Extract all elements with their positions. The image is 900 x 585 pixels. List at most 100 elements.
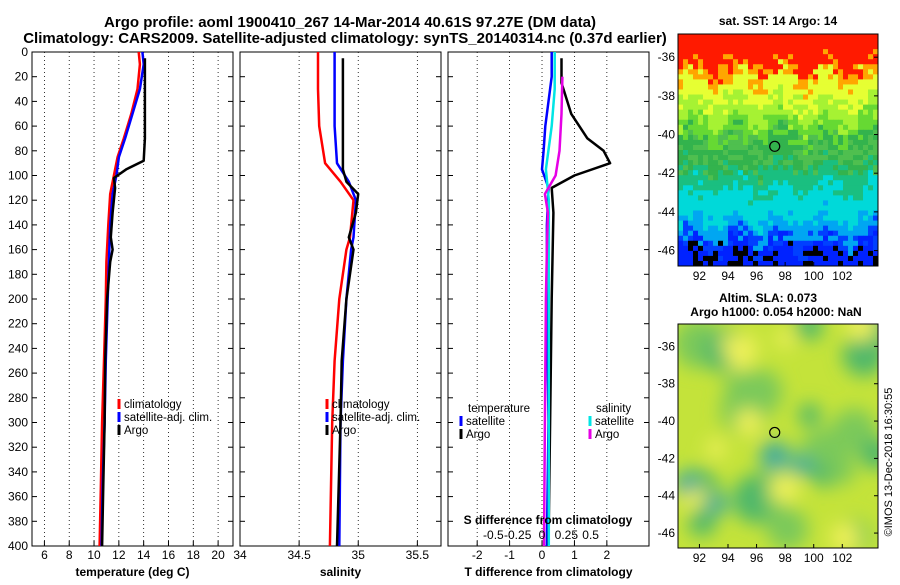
sst-cell [768,205,774,211]
sst-cell [798,54,804,60]
sst-cell [683,89,689,95]
sst-cell [783,215,789,222]
sst-cell [778,170,784,176]
sst-cell [828,39,834,45]
sst-cell [838,94,844,100]
sst-cell [678,240,684,247]
sst-cell [788,220,794,227]
sst-cell [678,200,684,206]
sst-cell [793,54,799,60]
sst-cell [818,210,824,216]
sst-cell [798,160,804,166]
sst-cell [848,144,854,151]
sst-cell [733,144,739,151]
sst-cell [718,69,724,75]
sst-cell [823,34,829,40]
sst-cell [818,175,824,181]
sst-cell [683,74,689,80]
sst-cell [678,89,684,95]
y-tick-label: 240 [8,341,28,355]
sst-cell [828,255,834,262]
sst-cell [763,144,769,151]
sst-cell [848,190,854,196]
sst-cell [688,205,694,211]
sst-cell [868,180,874,186]
y-tick-label: 280 [8,391,28,405]
sst-cell [783,170,789,176]
sst-cell [763,250,769,257]
sst-cell [763,210,769,216]
sst-cell [828,205,834,211]
sst-cell [713,84,719,90]
sst-cell [798,235,804,242]
sst-cell [823,220,829,227]
sst-cell [768,49,774,55]
sst-cell [748,59,754,65]
sst-cell [748,215,754,222]
sst-cell [873,200,878,206]
sst-cell [808,240,814,247]
sst-cell [858,250,864,257]
sst-cell [823,165,829,171]
sst-cell [828,215,834,222]
sst-cell [858,170,864,176]
sst-cell [748,74,754,80]
sst-cell [718,245,724,252]
sst-cell [813,74,819,80]
sst-cell [838,165,844,171]
sst-cell [753,109,759,116]
sst-cell [678,245,684,252]
sst-cell [773,160,779,166]
sst-cell [743,245,749,252]
sst-cell [793,74,799,80]
sst-cell [788,119,794,126]
sst-cell [698,190,704,196]
sst-cell [803,99,809,106]
sst-cell [753,144,759,151]
sst-cell [678,220,684,227]
sst-cell [813,175,819,181]
sla-map-subtitle: Argo h1000: 0.054 h2000: NaN [690,305,861,319]
sst-cell [738,109,744,116]
sst-cell [738,170,744,176]
sst-cell [713,195,719,201]
sst-cell [848,180,854,186]
sst-cell [718,44,724,50]
sst-cell [753,220,759,227]
y-tick-label: 300 [8,416,28,430]
sst-cell [868,195,874,201]
sst-cell [848,69,854,75]
sst-cell [743,89,749,95]
figure-title-line2: Climatology: CARS2009. Satellite-adjuste… [23,30,667,47]
sst-cell [763,89,769,95]
sst-cell [768,200,774,206]
sst-cell [863,215,869,222]
sst-cell [743,195,749,201]
sst-cell [713,69,719,75]
sst-cell [848,240,854,247]
sst-cell [718,165,724,171]
sst-cell [718,79,724,85]
sst-cell [793,99,799,106]
sst-cell [853,94,859,100]
sst-cell [763,185,769,191]
sst-cell [733,150,739,156]
sst-field [678,34,878,266]
sst-cell [823,205,829,211]
argo-location-marker [769,140,781,152]
sst-cell [713,160,719,166]
sst-cell [718,89,724,95]
sst-cell [858,185,864,191]
sst-cell [798,69,804,75]
sst-cell [773,195,779,201]
sst-cell [868,170,874,176]
sst-cell [868,220,874,227]
sst-cell [828,195,834,201]
sst-cell [738,44,744,50]
sst-cell [778,124,784,131]
sst-cell [718,59,724,65]
sst-cell [753,205,759,211]
sst-cell [803,109,809,116]
sst-cell [853,175,859,181]
